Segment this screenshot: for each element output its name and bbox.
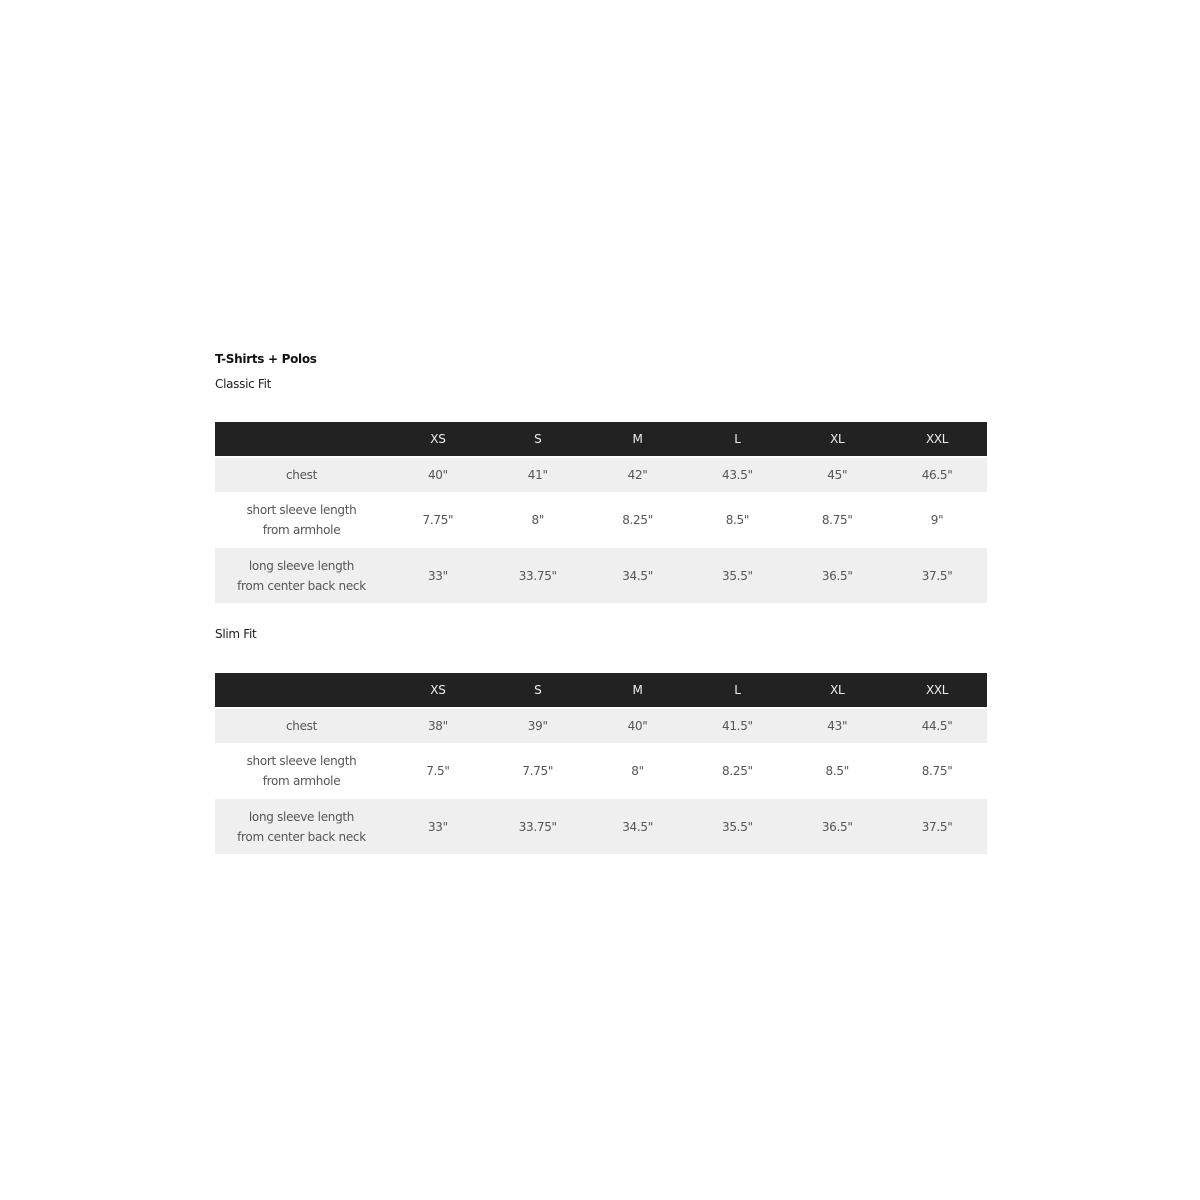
page-title: T-Shirts + Polos (215, 352, 317, 366)
row-label-line: chest (285, 719, 318, 733)
measurement-cell: 36.5" (787, 799, 888, 854)
row-label-line: from armhole (262, 774, 341, 788)
measurement-cell: 41.5" (687, 709, 788, 743)
measurement-cell: 44.5" (887, 709, 987, 743)
row-label-line: chest (285, 468, 318, 482)
row-label-line: from center back neck (237, 578, 366, 593)
row-label-line: long sleeve length (248, 558, 355, 573)
classic-fit-heading: Classic Fit (215, 377, 272, 391)
measurement-cell: 8.75" (787, 494, 888, 546)
header-blank (215, 673, 388, 707)
measurement-cell: 8.25" (587, 494, 688, 546)
row-label: chest (215, 709, 388, 743)
row-label-line: from center back neck (237, 829, 366, 844)
measurement-cell: 35.5" (687, 548, 788, 603)
row-label: long sleeve length from center back neck (215, 548, 388, 603)
table-row: long sleeve length from center back neck 3… (215, 799, 987, 854)
size-header: XXL (887, 673, 987, 707)
row-label: long sleeve length from center back neck (215, 799, 388, 854)
size-header: XL (787, 422, 888, 456)
row-label-line: short sleeve length (246, 754, 357, 768)
measurement-cell: 8.25" (687, 745, 788, 797)
measurement-cell: 34.5" (587, 548, 688, 603)
size-header: S (487, 422, 588, 456)
measurement-cell: 38" (388, 709, 488, 743)
measurement-cell: 42" (587, 458, 688, 492)
header-row: XS S M L XL XXL (215, 422, 987, 456)
table-row: chest 40" 41" 42" 43.5" 45" 46.5" (215, 458, 987, 492)
measurement-cell: 9" (887, 494, 987, 546)
measurement-cell: 8.5" (787, 745, 888, 797)
measurement-cell: 8.5" (687, 494, 788, 546)
measurement-cell: 34.5" (587, 799, 688, 854)
table-row: long sleeve length from center back neck 3… (215, 548, 987, 603)
row-label-line: short sleeve length (246, 503, 357, 517)
size-header: XS (388, 673, 488, 707)
size-header: M (587, 422, 688, 456)
row-label-line: long sleeve length (248, 809, 355, 824)
measurement-cell: 33" (388, 799, 488, 854)
row-label: chest (215, 458, 388, 492)
measurement-cell: 33.75" (487, 799, 588, 854)
size-header: L (687, 422, 788, 456)
measurement-cell: 41" (487, 458, 588, 492)
measurement-cell: 7.75" (487, 745, 588, 797)
slim-fit-heading: Slim Fit (215, 627, 257, 641)
header-row: XS S M L XL XXL (215, 673, 987, 707)
measurement-cell: 46.5" (887, 458, 987, 492)
size-header: M (587, 673, 688, 707)
size-header: S (487, 673, 588, 707)
measurement-cell: 36.5" (787, 548, 888, 603)
measurement-cell: 43.5" (687, 458, 788, 492)
size-header: XS (388, 422, 488, 456)
measurement-cell: 8" (487, 494, 588, 546)
size-header: XXL (887, 422, 987, 456)
size-header: L (687, 673, 788, 707)
measurement-cell: 45" (787, 458, 888, 492)
header-blank (215, 422, 388, 456)
measurement-cell: 7.75" (388, 494, 488, 546)
measurement-cell: 8" (587, 745, 688, 797)
measurement-cell: 37.5" (887, 548, 987, 603)
row-label: short sleeve length from armhole (215, 494, 388, 546)
row-label: short sleeve length from armhole (215, 745, 388, 797)
table-row: short sleeve length from armhole 7.75" 8" 8.… (215, 494, 987, 546)
table-row: chest 38" 39" 40" 41.5" 43" 44.5" (215, 709, 987, 743)
measurement-cell: 7.5" (388, 745, 488, 797)
slim-fit-table: XS S M L XL XXL chest 38" 39" 40" 41.5" 43" 44.5" sho… (215, 671, 987, 856)
measurement-cell: 33.75" (487, 548, 588, 603)
measurement-cell: 43" (787, 709, 888, 743)
measurement-cell: 33" (388, 548, 488, 603)
table-row: short sleeve length from armhole 7.5" 7.75"… (215, 745, 987, 797)
classic-fit-table: XS S M L XL XXL chest 40" 41" 42" 43.5" 45" 46.5" sho… (215, 420, 987, 605)
row-label-line: from armhole (262, 523, 341, 537)
measurement-cell: 40" (388, 458, 488, 492)
measurement-cell: 40" (587, 709, 688, 743)
size-header: XL (787, 673, 888, 707)
measurement-cell: 8.75" (887, 745, 987, 797)
measurement-cell: 35.5" (687, 799, 788, 854)
measurement-cell: 39" (487, 709, 588, 743)
measurement-cell: 37.5" (887, 799, 987, 854)
